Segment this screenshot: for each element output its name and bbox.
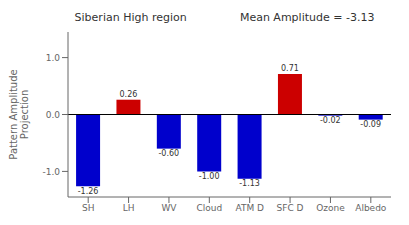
svg-text:SFC D: SFC D	[277, 203, 304, 213]
svg-text:-1.00: -1.00	[199, 172, 220, 181]
svg-text:-0.60: -0.60	[158, 149, 179, 158]
svg-text:0.26: 0.26	[120, 90, 138, 99]
svg-text:Pattern AmplitudeProjection: Pattern AmplitudeProjection	[8, 69, 30, 159]
svg-text:-1.13: -1.13	[239, 179, 260, 188]
svg-text:0.71: 0.71	[281, 64, 299, 73]
svg-text:-0.09: -0.09	[360, 120, 381, 129]
svg-text:-0.02: -0.02	[320, 116, 341, 125]
svg-text:-1.0: -1.0	[42, 167, 60, 177]
svg-text:LH: LH	[123, 203, 135, 213]
svg-text:Albedo: Albedo	[355, 203, 387, 213]
svg-text:ATM D: ATM D	[235, 203, 264, 213]
svg-text:Cloud: Cloud	[196, 203, 222, 213]
svg-text:Ozone: Ozone	[316, 203, 345, 213]
html-text:Siberian High region: Siberian High region	[74, 10, 187, 24]
html-text:Mean Amplitude = -3.13: Mean Amplitude = -3.13	[239, 10, 375, 24]
svg-text:1.0: 1.0	[46, 53, 61, 63]
svg-text:-1.26: -1.26	[78, 187, 99, 196]
svg-text:SH: SH	[82, 203, 94, 213]
svg-text:0.0: 0.0	[46, 110, 61, 120]
svg-text:WV: WV	[161, 203, 177, 213]
